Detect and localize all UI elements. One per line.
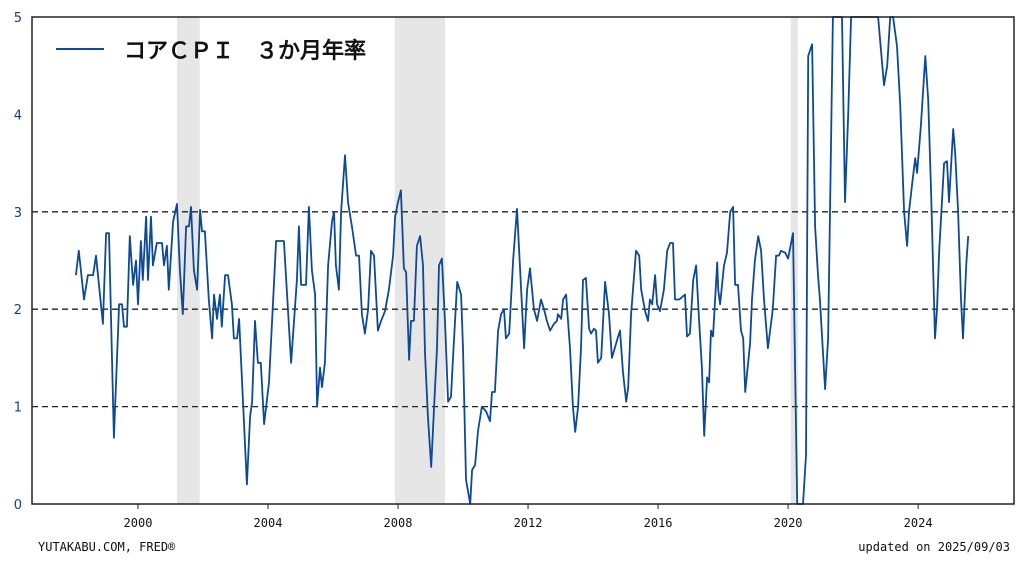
legend: コアＣＰＩ ３か月年率: [56, 38, 366, 64]
recession-band: [176, 17, 200, 504]
plot-frame: [31, 16, 1015, 505]
x-tick-label: 2020: [774, 516, 803, 530]
y-tick-label: 3: [14, 206, 22, 221]
y-tick-label: 2: [14, 303, 22, 318]
series-lines: [75, 16, 970, 505]
x-tick-label: 2012: [514, 516, 543, 530]
y-tick-label: 0: [14, 498, 22, 513]
y-tick-label: 1: [14, 401, 22, 416]
y-tick-label: 5: [14, 11, 22, 26]
series-line: [75, 16, 970, 505]
legend-label: コアＣＰＩ ３か月年率: [124, 38, 366, 64]
x-tick-label: 2008: [384, 516, 413, 530]
source-credit: YUTAKABU.COM, FRED®: [38, 540, 176, 554]
x-tick-label: 2000: [124, 516, 153, 530]
y-tick-label: 4: [14, 108, 22, 123]
updated-date: updated on 2025/09/03: [858, 540, 1010, 554]
x-tick-label: 2016: [644, 516, 673, 530]
x-axis: 2000 2004 2008 2012 2016 2020 2024: [124, 504, 933, 530]
x-tick-label: 2024: [904, 516, 933, 530]
recession-band: [394, 17, 446, 504]
y-axis: 0 1 2 3 4 5: [14, 11, 22, 513]
x-tick-label: 2004: [254, 516, 283, 530]
